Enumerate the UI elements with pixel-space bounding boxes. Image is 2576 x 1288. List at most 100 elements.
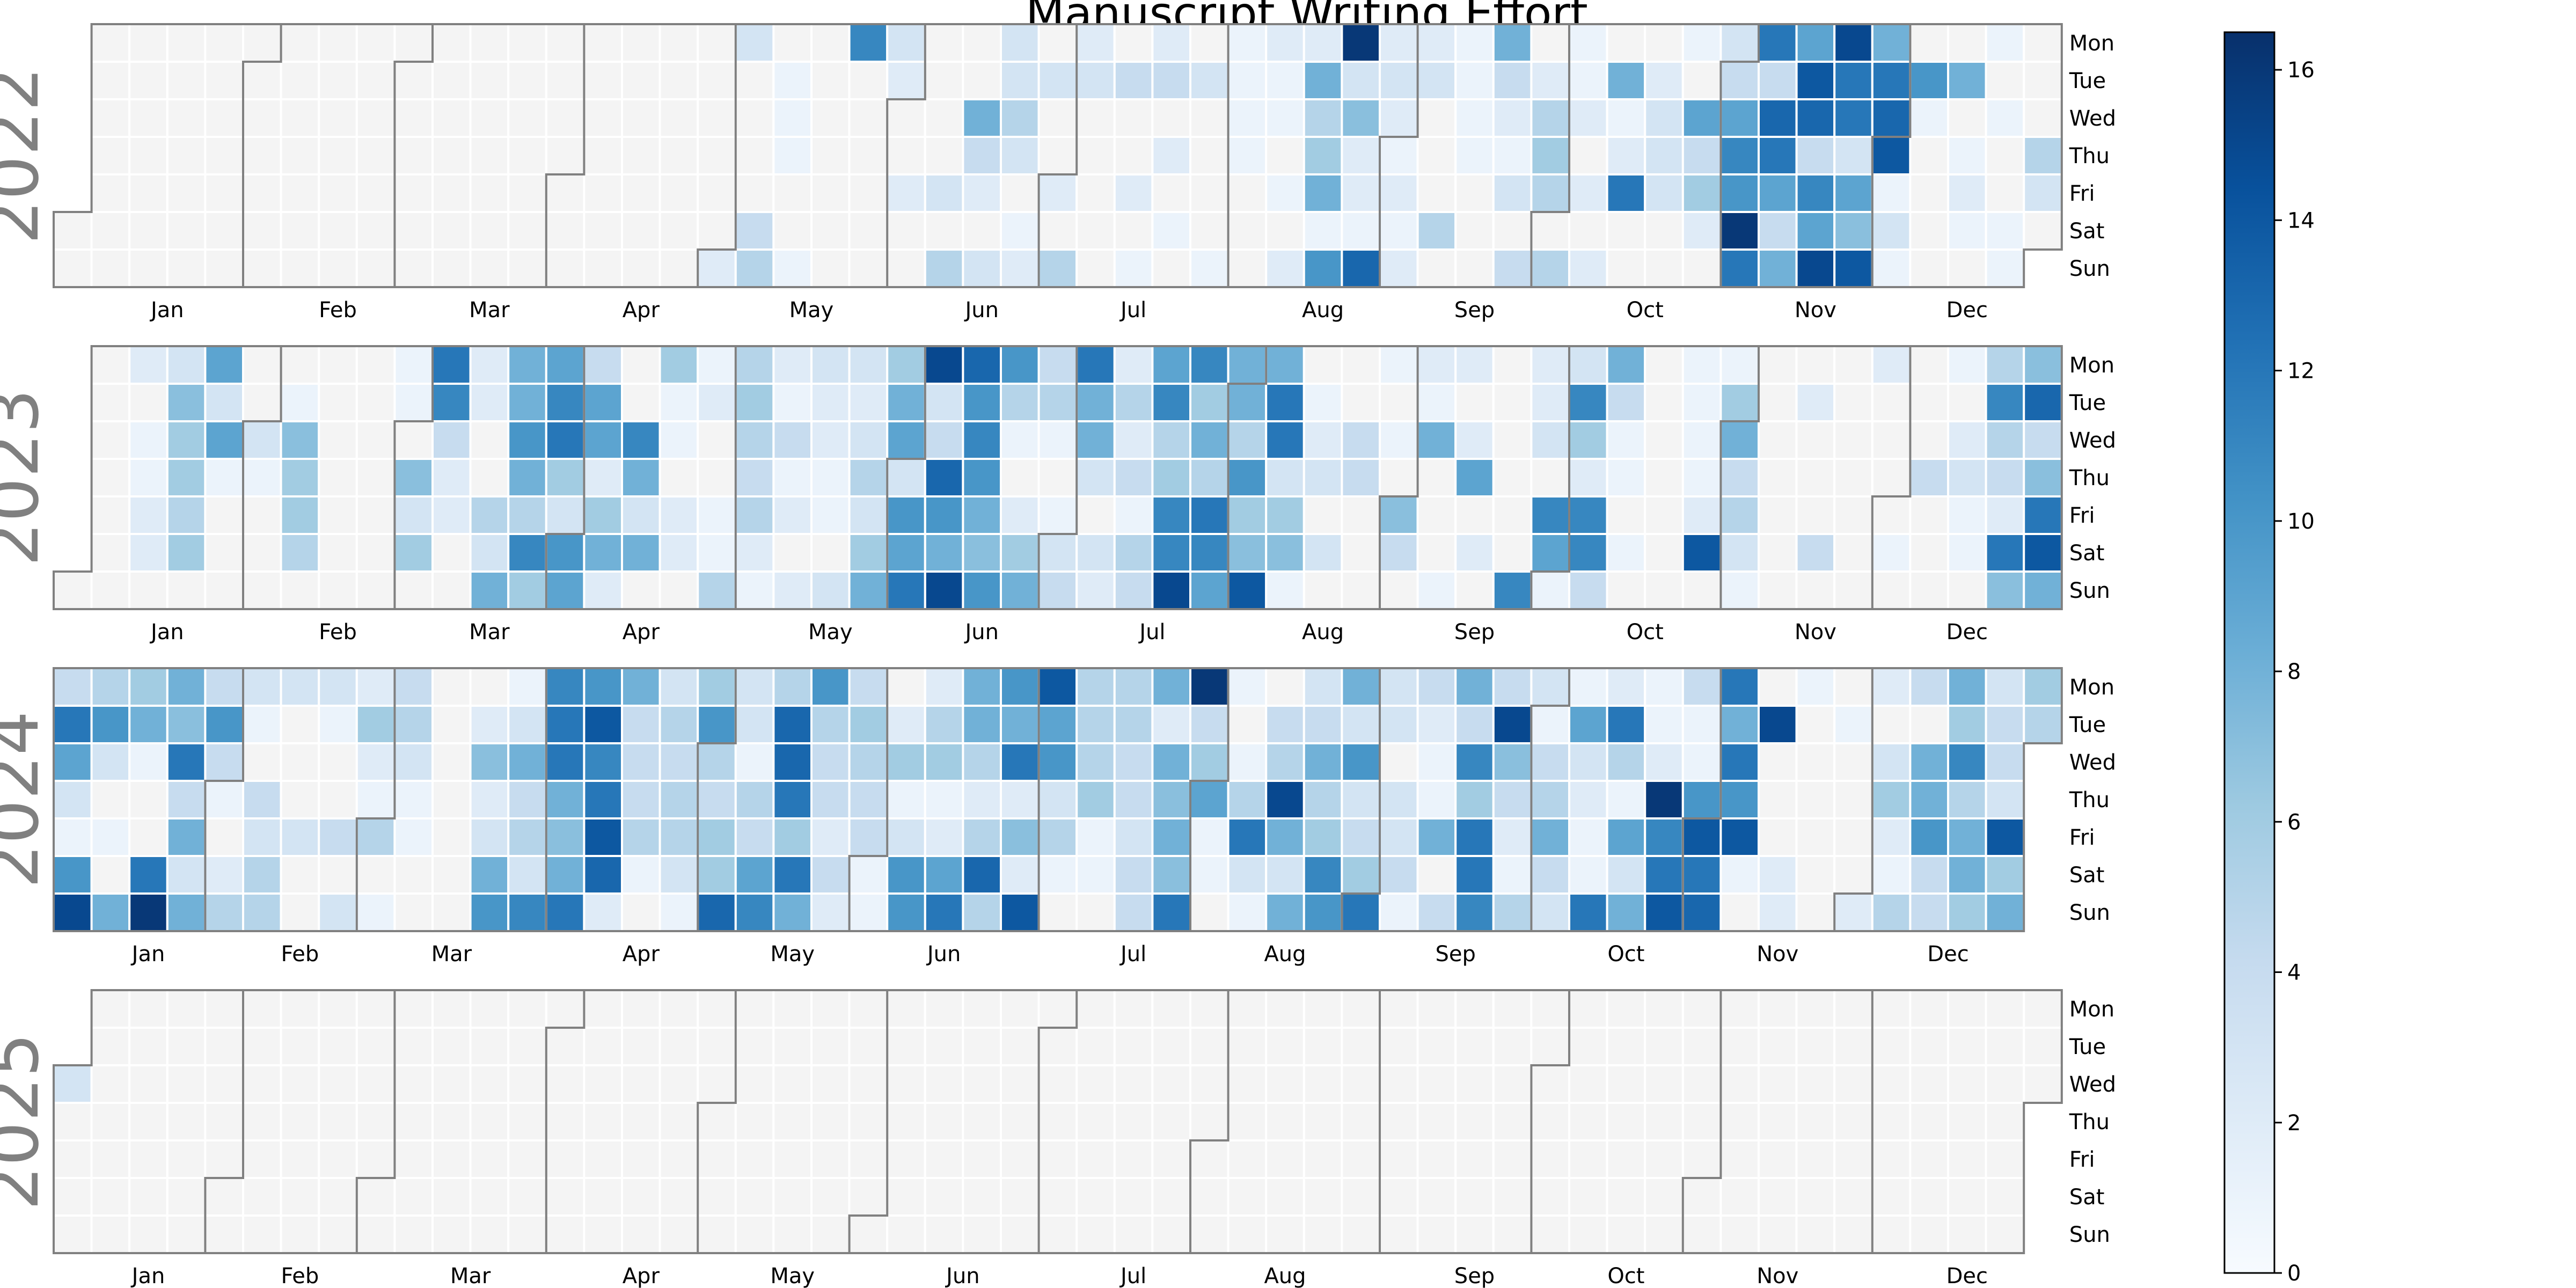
day-cell — [1113, 420, 1154, 460]
day-cell — [545, 989, 586, 1029]
weekday-tick-label: Mon — [2069, 31, 2114, 56]
day-cell — [848, 458, 889, 497]
day-cell — [1795, 1027, 1836, 1066]
day-cell — [621, 495, 661, 535]
day-cell — [697, 533, 737, 573]
day-cell — [1681, 420, 1722, 460]
day-cell — [1530, 780, 1570, 819]
day-cell — [1947, 892, 1987, 932]
day-cell — [1833, 817, 1874, 857]
day-cell — [1985, 345, 2025, 385]
day-cell — [1985, 98, 2025, 138]
day-cell — [393, 892, 434, 932]
day-cell — [90, 1177, 131, 1217]
day-cell — [204, 383, 244, 422]
day-cell — [697, 1027, 737, 1066]
day-cell — [90, 533, 131, 573]
day-cell — [1719, 173, 1760, 213]
day-cell — [1719, 1177, 1760, 1217]
day-cell — [1568, 495, 1608, 535]
day-cell — [1985, 1177, 2025, 1217]
day-cell — [1644, 1027, 1684, 1066]
day-cell — [507, 173, 547, 213]
day-cell — [1758, 667, 1798, 707]
day-cell — [280, 705, 320, 744]
day-cell — [355, 892, 396, 932]
day-cell — [1379, 136, 1419, 175]
day-cell — [1302, 892, 1343, 932]
day-cell — [1795, 345, 1836, 385]
day-cell — [1075, 248, 1116, 288]
day-cell — [1947, 817, 1987, 857]
day-cell — [507, 533, 547, 573]
day-cell — [90, 817, 131, 857]
day-cell — [848, 742, 889, 782]
day-cell — [1341, 136, 1381, 175]
day-cell — [1151, 1064, 1191, 1104]
day-cell — [1302, 136, 1343, 175]
day-cell — [1151, 1102, 1191, 1141]
day-cell — [1606, 1214, 1646, 1254]
day-cell — [1795, 667, 1836, 707]
day-cell — [1795, 248, 1836, 288]
day-cell — [1227, 345, 1268, 385]
month-tick-label: Jun — [963, 298, 999, 323]
day-cell — [545, 495, 586, 535]
day-cell — [772, 136, 813, 175]
day-cell — [697, 495, 737, 535]
day-cell — [355, 1064, 396, 1104]
day-cell — [1265, 817, 1305, 857]
day-cell — [583, 742, 624, 782]
day-cell — [848, 420, 889, 460]
day-cell — [621, 742, 661, 782]
day-cell — [1833, 458, 1874, 497]
day-cell — [280, 989, 320, 1029]
day-cell — [1075, 570, 1116, 610]
day-cell — [772, 855, 813, 895]
day-cell — [355, 173, 396, 213]
day-cell — [1719, 1027, 1760, 1066]
day-cell — [1606, 855, 1646, 895]
day-cell — [90, 1139, 131, 1179]
day-cell — [697, 345, 737, 385]
day-cell — [242, 248, 282, 288]
day-cell — [1151, 211, 1191, 251]
day-cell — [886, 61, 926, 100]
day-cell — [1416, 420, 1457, 460]
day-cell — [1189, 420, 1230, 460]
year-label: 2025 — [0, 1033, 54, 1211]
day-cell — [1947, 742, 1987, 782]
month-tick-label: Jun — [963, 620, 999, 645]
day-cell — [924, 1214, 964, 1254]
day-cell — [1379, 705, 1419, 744]
day-cell — [242, 1064, 282, 1104]
weekday-tick-label: Wed — [2069, 106, 2116, 131]
day-cell — [1909, 173, 1949, 213]
day-cell — [1644, 61, 1684, 100]
day-cell — [1644, 1177, 1684, 1217]
day-cell — [318, 1064, 358, 1104]
day-cell — [1758, 495, 1798, 535]
day-cell — [810, 892, 851, 932]
day-cell — [1606, 817, 1646, 857]
day-cell — [658, 248, 699, 288]
day-cell — [1985, 23, 2025, 63]
day-cell — [507, 705, 547, 744]
day-cell — [1947, 533, 1987, 573]
day-cell — [658, 173, 699, 213]
year-panel-2025: Jan Feb Mar Apr May Jun Jul Aug Sep Oct Nov DecMonT… — [0, 989, 2116, 1288]
day-cell — [583, 1102, 624, 1141]
day-cell — [355, 345, 396, 385]
day-cell — [658, 533, 699, 573]
day-cell — [507, 892, 547, 932]
day-cell — [318, 173, 358, 213]
day-cell — [1909, 23, 1949, 63]
day-cell — [1871, 892, 1912, 932]
day-cell — [1758, 211, 1798, 251]
month-tick-label: Sep — [1454, 298, 1495, 323]
day-cell — [1189, 61, 1230, 100]
day-cell — [1379, 742, 1419, 782]
day-cell — [1302, 1027, 1343, 1066]
weekday-tick-label: Wed — [2069, 750, 2116, 775]
day-cell — [1568, 211, 1608, 251]
